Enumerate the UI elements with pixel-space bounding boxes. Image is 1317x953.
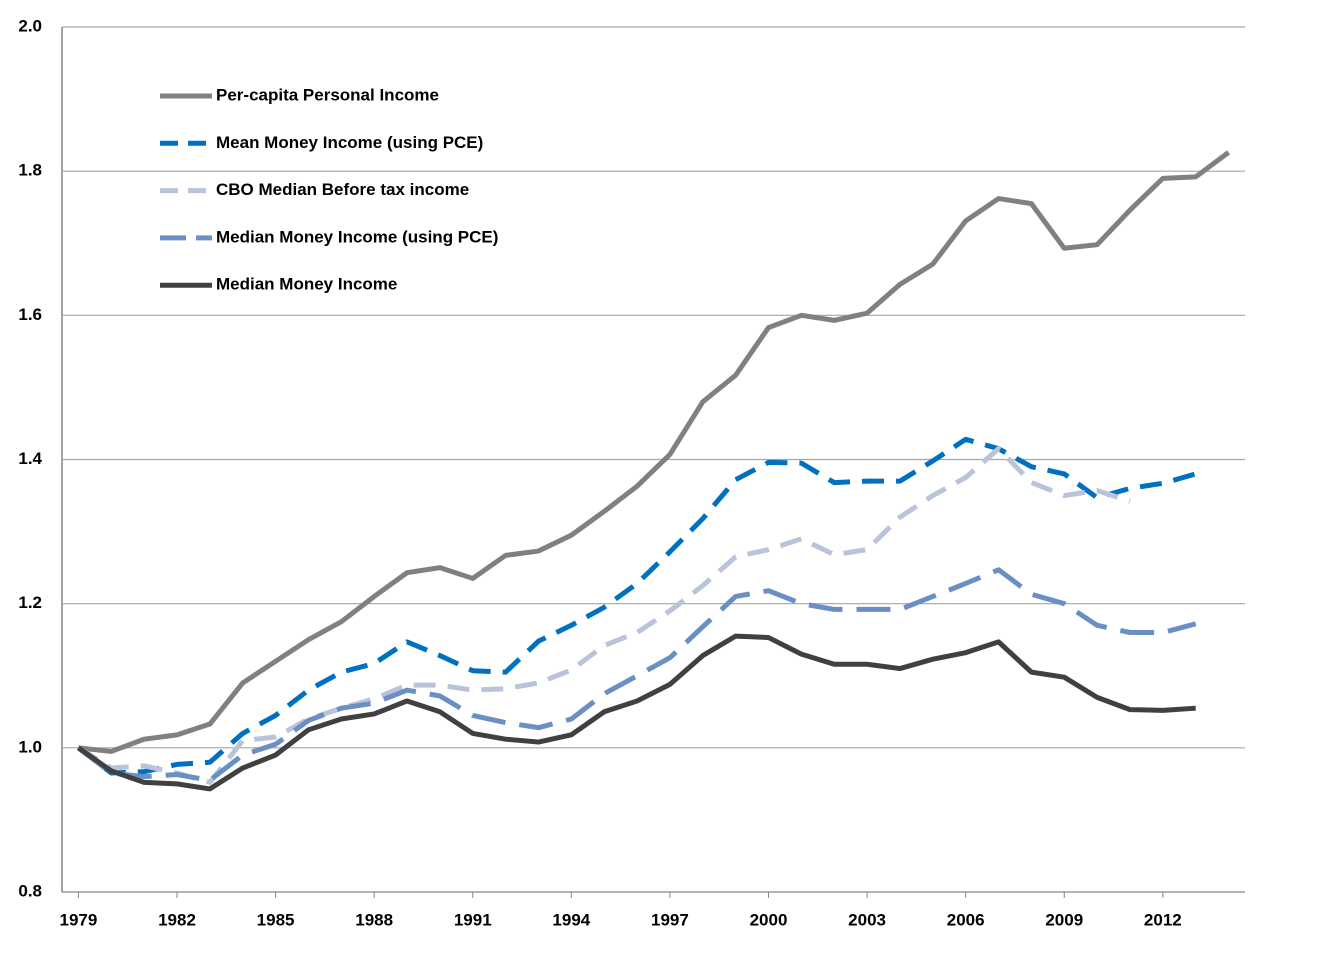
x-tick-label: 2003 bbox=[848, 910, 886, 929]
y-tick-label: 1.6 bbox=[18, 305, 42, 324]
x-tick-label: 1979 bbox=[60, 910, 98, 929]
legend-label: Mean Money Income (using PCE) bbox=[216, 133, 483, 152]
legend-label: Per-capita Personal Income bbox=[216, 85, 439, 104]
series-line bbox=[76, 633, 1196, 792]
x-tick-label: 1982 bbox=[158, 910, 196, 929]
series-line bbox=[78, 150, 1231, 754]
y-tick-label: 1.8 bbox=[18, 161, 42, 180]
x-tick-label: 1988 bbox=[355, 910, 393, 929]
x-tick-label: 1994 bbox=[552, 910, 590, 929]
x-tick-label: 1991 bbox=[454, 910, 492, 929]
x-tick-label: 2009 bbox=[1045, 910, 1083, 929]
y-tick-label: 1.4 bbox=[18, 449, 42, 468]
y-tick-label: 0.8 bbox=[18, 881, 42, 900]
legend-label: Median Money Income bbox=[216, 275, 397, 294]
series-line bbox=[76, 567, 1197, 783]
legend-label: Median Money Income (using PCE) bbox=[216, 227, 498, 246]
series-line bbox=[76, 436, 1197, 776]
x-tick-label: 2006 bbox=[947, 910, 985, 929]
x-tick-label: 2012 bbox=[1144, 910, 1182, 929]
series-line bbox=[77, 446, 1131, 785]
y-tick-label: 1.0 bbox=[18, 737, 42, 756]
x-tick-label: 1985 bbox=[257, 910, 295, 929]
y-tick-label: 2.0 bbox=[18, 16, 42, 35]
x-tick-label: 2000 bbox=[750, 910, 788, 929]
y-tick-label: 1.2 bbox=[18, 593, 42, 612]
x-tick-label: 1997 bbox=[651, 910, 689, 929]
legend-label: CBO Median Before tax income bbox=[216, 180, 469, 199]
